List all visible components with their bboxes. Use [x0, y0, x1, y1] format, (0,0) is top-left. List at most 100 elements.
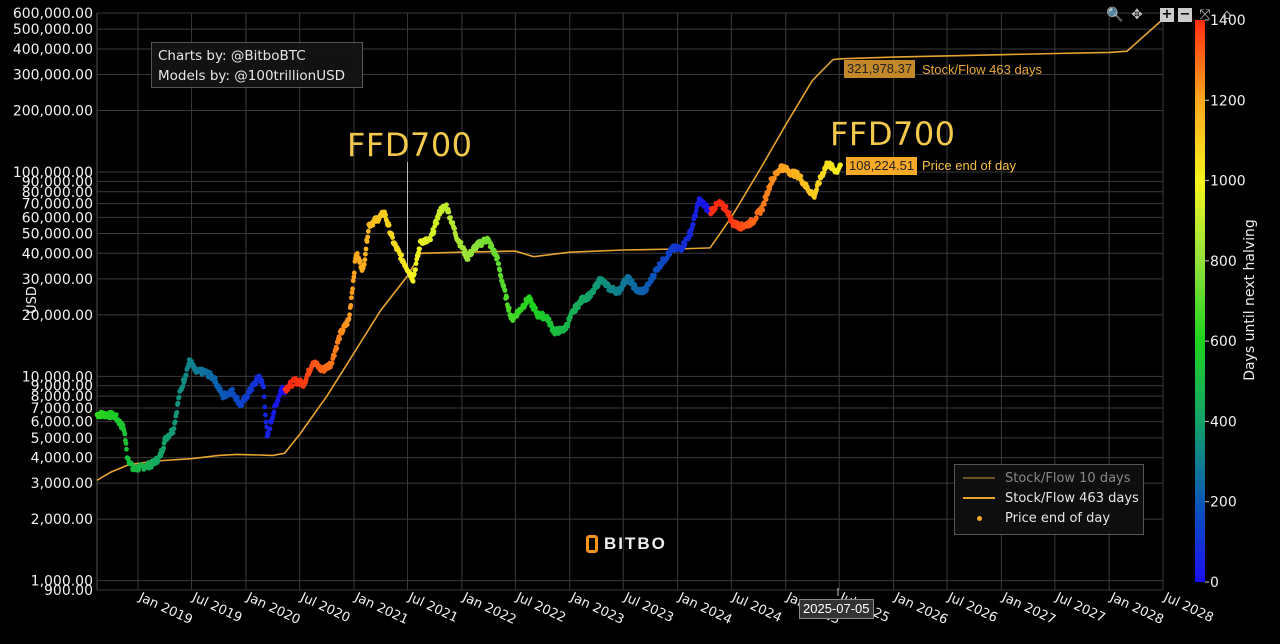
y-tick-label: 600,000.00: [13, 6, 93, 22]
price-point: [123, 441, 129, 446]
price-point: [176, 394, 182, 400]
price-point: [390, 235, 395, 240]
price-point: [632, 283, 638, 289]
price-point: [448, 215, 453, 220]
legend-item-price[interactable]: Price end of day: [963, 508, 1110, 528]
legend-dot-price: [963, 515, 995, 521]
price-point: [350, 278, 356, 284]
price-point: [270, 414, 276, 420]
price-point: [170, 430, 176, 436]
x-tick-label: Jan 2021: [351, 590, 410, 628]
colorbar-tick-label: 0: [1210, 575, 1219, 591]
y-tick-label: 20,000.00: [22, 308, 93, 324]
y-tick-label: 10,000.00: [22, 369, 93, 385]
colorbar-tick-label: 600: [1210, 334, 1237, 350]
price-point: [428, 237, 433, 243]
price-point: [399, 252, 405, 258]
price-point: [329, 360, 335, 366]
price-point: [212, 375, 218, 381]
price-series: [94, 160, 843, 473]
y-axis-label: USD: [25, 286, 40, 314]
y-axis: 900.001,000.00 2,000.00 3,000.00 4,000.00 5,…: [13, 6, 93, 599]
price-point: [125, 456, 131, 461]
bitbo-logo-icon: [586, 535, 598, 553]
price-point: [446, 209, 452, 215]
price-point: [172, 419, 178, 425]
legend-item-sf10[interactable]: Stock/Flow 10 days: [963, 468, 1131, 488]
zoom-icon[interactable]: 🔍: [1106, 7, 1124, 23]
y-tick-label: 40,000.00: [22, 246, 93, 262]
price-point: [347, 312, 352, 318]
price-point: [435, 216, 441, 221]
price-point: [496, 261, 502, 267]
y-tick-label: 5,000.00: [31, 431, 93, 447]
x-tick-label: Jul 2026: [944, 590, 999, 626]
colorbar-tick-label: 1400: [1210, 13, 1246, 29]
price-point: [837, 162, 843, 168]
price-point: [383, 212, 388, 218]
price-point: [234, 395, 240, 400]
price-point: [760, 207, 766, 213]
reset-icon[interactable]: ⌂: [1222, 7, 1232, 23]
y-tick-label: 7,000.00: [31, 401, 93, 417]
annotation-ffd700-left: FFD700: [347, 126, 473, 164]
price-point: [723, 204, 729, 209]
price-point: [364, 239, 370, 245]
price-point: [688, 232, 694, 238]
zoom-out-icon[interactable]: −: [1178, 7, 1192, 22]
stock-flow-463-line: [96, 18, 1164, 481]
zoom-in-icon[interactable]: +: [1160, 7, 1174, 22]
price-point: [690, 222, 696, 227]
credits-line-2: Models by: @100trillionUSD: [158, 68, 346, 84]
x-tick-label: Jul 2019: [189, 590, 244, 626]
price-point: [458, 240, 464, 245]
price-point: [263, 419, 269, 425]
y-tick-label: 900.00: [44, 583, 93, 599]
price-point: [386, 222, 392, 228]
sf-end-label: Stock/Flow 463 days: [922, 62, 1042, 77]
pan-icon[interactable]: ✥: [1131, 7, 1143, 23]
credits-box: Charts by: @BitboBTC Models by: @100tril…: [151, 42, 363, 88]
legend-item-sf463[interactable]: Stock/Flow 463 days: [963, 488, 1139, 508]
price-point: [155, 458, 161, 464]
bitbo-logo: BITBO: [586, 534, 667, 554]
x-tick-label: Jan 2019: [135, 590, 194, 628]
price-point: [495, 255, 500, 261]
y-tick-label: 200,000.00: [13, 103, 93, 119]
price-point: [814, 187, 819, 193]
price-point: [351, 274, 357, 280]
price-point: [546, 316, 552, 322]
y-tick-label: 300,000.00: [13, 68, 93, 84]
price-point: [348, 303, 354, 308]
price-point: [161, 445, 167, 451]
x-tick-label: Jul 2023: [621, 590, 676, 626]
autoscale-icon[interactable]: ⤧: [1199, 7, 1211, 23]
bitbo-logo-text: BITBO: [604, 534, 667, 553]
price-point: [576, 305, 581, 310]
price-end-label: Price end of day: [922, 158, 1016, 173]
price-point: [410, 278, 416, 284]
price-point: [365, 228, 371, 234]
price-point: [465, 257, 471, 262]
price-point: [129, 461, 135, 467]
price-point: [506, 305, 512, 311]
colorbar-tick-label: 400: [1210, 414, 1237, 430]
price-point: [267, 426, 273, 432]
price-point: [346, 316, 352, 322]
y-tick-label: 6,000.00: [31, 415, 93, 431]
price-point: [340, 327, 346, 333]
price-point: [502, 288, 508, 293]
price-point: [504, 295, 510, 300]
x-tick-label: Jul 2024: [729, 590, 784, 626]
x-tick-label: Jul 2020: [297, 590, 352, 626]
price-point: [261, 384, 266, 390]
colorbar-tick-label: 1200: [1210, 93, 1246, 109]
price-point: [497, 267, 503, 273]
price-point: [363, 246, 369, 252]
price-point: [417, 246, 422, 252]
legend-label-sf463: Stock/Flow 463 days: [1005, 490, 1139, 506]
price-point: [370, 222, 376, 228]
price-point: [274, 402, 280, 408]
price-point: [439, 209, 445, 214]
